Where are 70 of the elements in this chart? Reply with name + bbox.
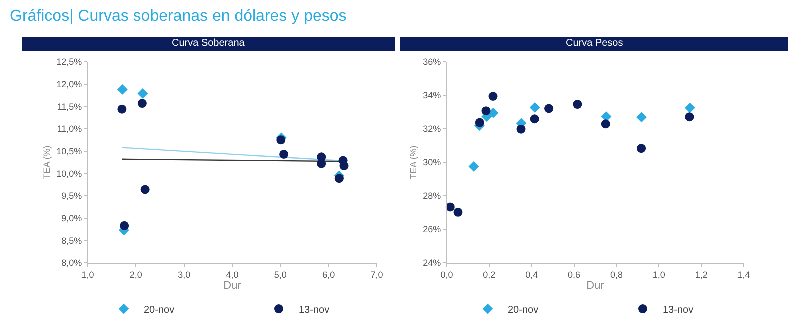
point: [488, 92, 498, 101]
x-tick-label: 7,0: [370, 270, 384, 280]
chart-title: Curva Pesos: [566, 38, 624, 49]
x-tick-label: 1,0: [652, 270, 666, 280]
point: [601, 120, 610, 129]
legend-label: 20-nov: [508, 304, 539, 316]
point: [454, 208, 463, 217]
y-tick-label: 9,5%: [62, 191, 82, 202]
legend-label: 13-nov: [299, 304, 330, 316]
x-tick-label: 0,8: [610, 270, 623, 280]
x-tick-label: 1,2: [695, 270, 708, 280]
y-tick-label: 36%: [423, 57, 442, 68]
y-tick-label: 30%: [423, 158, 442, 168]
y-tick-label: 11,0%: [57, 124, 82, 134]
point: [118, 104, 127, 114]
y-tick-label: 8,5%: [62, 236, 82, 246]
x-tick-label: 0,2: [483, 270, 496, 280]
y-tick-label: 12,5%: [56, 57, 82, 68]
y-axis-title: TEA (%): [42, 146, 52, 180]
y-axis-title: TEA (%): [408, 146, 419, 180]
chart-title: Curva Soberana: [172, 38, 246, 49]
y-tick-label: 10,5%: [56, 146, 82, 156]
x-tick-label: 1,0: [82, 270, 94, 280]
y-tick-label: 9,0%: [62, 213, 82, 224]
point: [488, 108, 499, 118]
point: [334, 174, 344, 184]
point: [475, 118, 484, 128]
text: Gráficos| Curvas soberanas en dólares y pesos: [10, 8, 347, 25]
x-tick-label: 0,0: [440, 270, 454, 280]
x-tick-label: 5,0: [274, 270, 287, 280]
point: [637, 144, 646, 154]
point: [530, 102, 540, 113]
point: [482, 106, 491, 116]
point: [573, 100, 582, 110]
y-tick-label: 34%: [423, 90, 442, 101]
x-tick-label: 0,6: [568, 270, 581, 280]
point: [685, 112, 694, 122]
point: [276, 136, 286, 145]
y-tick-label: 12,0%: [56, 79, 82, 90]
x-axis-title: Dur: [586, 280, 605, 292]
point: [636, 112, 647, 123]
y-tick-label: 32%: [423, 124, 442, 134]
y-tick-label: 11,5%: [57, 102, 82, 112]
x-tick-label: 0,4: [526, 270, 538, 280]
y-tick-label: 24%: [423, 258, 442, 268]
point: [468, 161, 480, 172]
point: [446, 202, 455, 212]
point: [138, 99, 147, 108]
point: [120, 221, 130, 230]
y-tick-label: 10,0%: [56, 168, 82, 179]
y-tick-label: 28%: [423, 191, 442, 202]
legend-label: 20-nov: [144, 304, 175, 316]
point: [684, 102, 696, 114]
point: [138, 88, 148, 99]
point: [140, 185, 150, 194]
point: [530, 114, 540, 124]
y-tick-label: 26%: [423, 224, 442, 235]
point: [340, 162, 349, 171]
point: [544, 104, 554, 114]
x-tick-label: 6,0: [322, 270, 336, 280]
point: [280, 150, 289, 159]
legend-label: 13-nov: [663, 304, 694, 316]
y-tick-label: 8,0%: [62, 258, 82, 268]
point: [516, 124, 526, 134]
x-tick-label: 3,0: [178, 270, 191, 280]
point: [117, 84, 128, 95]
x-axis-title: Dur: [224, 280, 242, 292]
x-tick-label: 2,0: [130, 270, 142, 280]
x-tick-label: 4,0: [226, 270, 239, 280]
x-tick-label: 1,4: [738, 270, 750, 280]
